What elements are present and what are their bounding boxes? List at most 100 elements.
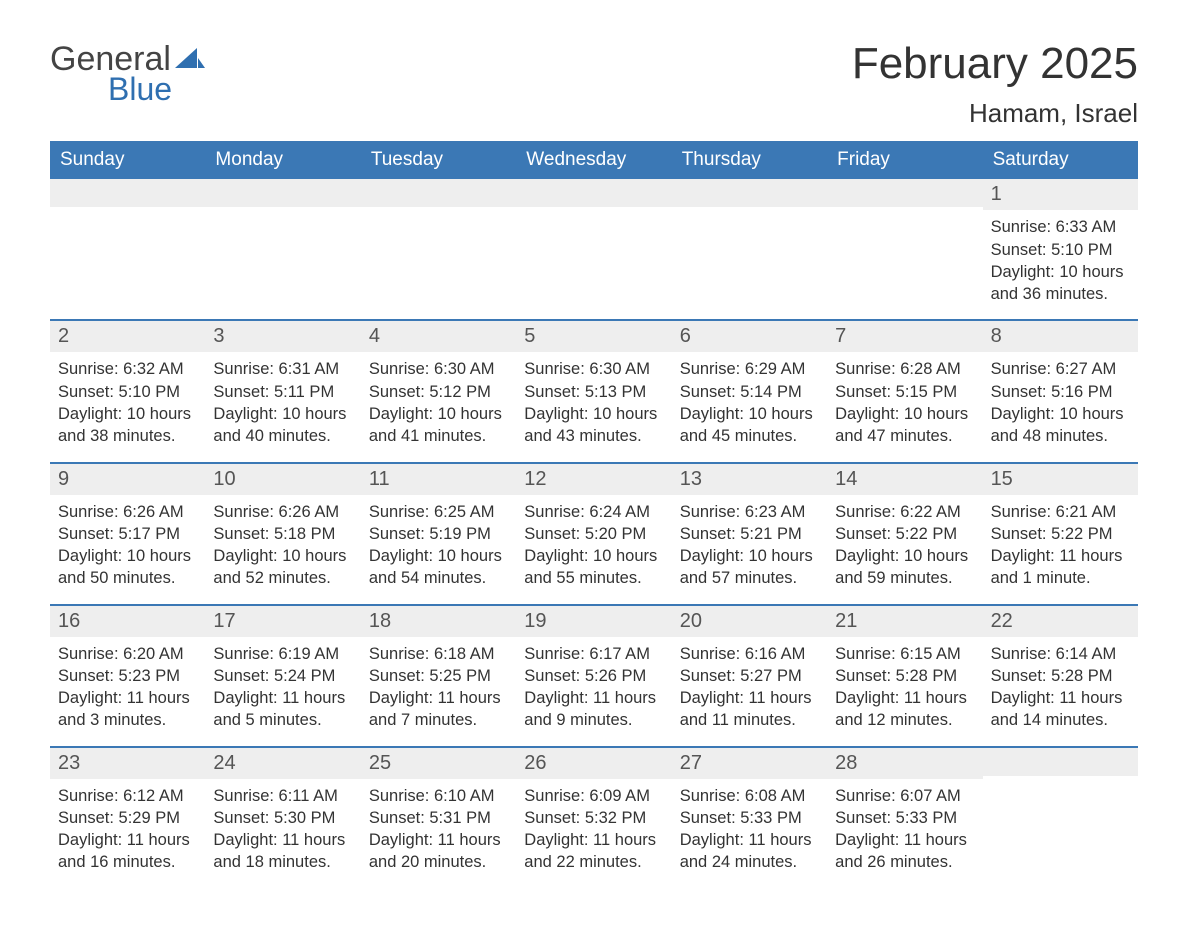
day-cell: 2Sunrise: 6:32 AMSunset: 5:10 PMDaylight… [50,321,205,461]
daylight-line: Daylight: 11 hours and 5 minutes. [213,687,352,732]
day-number [205,179,360,207]
day-number: 16 [50,606,205,637]
sunrise-line: Sunrise: 6:23 AM [680,501,819,523]
daylight-line: Daylight: 10 hours and 50 minutes. [58,545,197,590]
day-cell: 25Sunrise: 6:10 AMSunset: 5:31 PMDayligh… [361,748,516,888]
sunrise-line: Sunrise: 6:26 AM [58,501,197,523]
day-cell: 4Sunrise: 6:30 AMSunset: 5:12 PMDaylight… [361,321,516,461]
daylight-line: Daylight: 10 hours and 48 minutes. [991,403,1130,448]
day-details: Sunrise: 6:33 AMSunset: 5:10 PMDaylight:… [983,210,1138,319]
day-number: 21 [827,606,982,637]
day-cell: 7Sunrise: 6:28 AMSunset: 5:15 PMDaylight… [827,321,982,461]
sunset-line: Sunset: 5:25 PM [369,665,508,687]
day-cell: 27Sunrise: 6:08 AMSunset: 5:33 PMDayligh… [672,748,827,888]
sunrise-line: Sunrise: 6:30 AM [524,358,663,380]
sunrise-line: Sunrise: 6:08 AM [680,785,819,807]
sunset-line: Sunset: 5:28 PM [835,665,974,687]
day-cell: 22Sunrise: 6:14 AMSunset: 5:28 PMDayligh… [983,606,1138,746]
day-cell-empty [827,179,982,319]
daylight-line: Daylight: 10 hours and 59 minutes. [835,545,974,590]
week-row: 9Sunrise: 6:26 AMSunset: 5:17 PMDaylight… [50,462,1138,604]
sunrise-line: Sunrise: 6:12 AM [58,785,197,807]
sunrise-line: Sunrise: 6:07 AM [835,785,974,807]
day-cell: 21Sunrise: 6:15 AMSunset: 5:28 PMDayligh… [827,606,982,746]
day-cell-empty [983,748,1138,888]
sunrise-line: Sunrise: 6:31 AM [213,358,352,380]
daylight-line: Daylight: 10 hours and 57 minutes. [680,545,819,590]
daylight-line: Daylight: 11 hours and 9 minutes. [524,687,663,732]
day-details: Sunrise: 6:14 AMSunset: 5:28 PMDaylight:… [983,637,1138,746]
day-details: Sunrise: 6:24 AMSunset: 5:20 PMDaylight:… [516,495,671,604]
sunset-line: Sunset: 5:18 PM [213,523,352,545]
day-number [361,179,516,207]
daylight-line: Daylight: 11 hours and 7 minutes. [369,687,508,732]
day-number: 18 [361,606,516,637]
day-details: Sunrise: 6:30 AMSunset: 5:12 PMDaylight:… [361,352,516,461]
weekday-header: Monday [205,141,360,179]
day-details: Sunrise: 6:22 AMSunset: 5:22 PMDaylight:… [827,495,982,604]
day-details: Sunrise: 6:26 AMSunset: 5:17 PMDaylight:… [50,495,205,604]
day-cell-empty [516,179,671,319]
location-label: Hamam, Israel [852,98,1138,129]
daylight-line: Daylight: 11 hours and 12 minutes. [835,687,974,732]
brand-logo: General Blue [50,40,205,108]
sunrise-line: Sunrise: 6:26 AM [213,501,352,523]
sunset-line: Sunset: 5:23 PM [58,665,197,687]
weekday-header: Friday [827,141,982,179]
sunrise-line: Sunrise: 6:22 AM [835,501,974,523]
weekday-header: Tuesday [361,141,516,179]
sunrise-line: Sunrise: 6:24 AM [524,501,663,523]
sail-icon [175,46,205,75]
day-number: 13 [672,464,827,495]
day-number: 5 [516,321,671,352]
day-number: 1 [983,179,1138,210]
daylight-line: Daylight: 10 hours and 54 minutes. [369,545,508,590]
sunset-line: Sunset: 5:14 PM [680,381,819,403]
sunset-line: Sunset: 5:31 PM [369,807,508,829]
day-details: Sunrise: 6:25 AMSunset: 5:19 PMDaylight:… [361,495,516,604]
daylight-line: Daylight: 10 hours and 38 minutes. [58,403,197,448]
sunrise-line: Sunrise: 6:11 AM [213,785,352,807]
day-details: Sunrise: 6:27 AMSunset: 5:16 PMDaylight:… [983,352,1138,461]
page-header: General Blue February 2025 Hamam, Israel [50,40,1138,129]
day-details: Sunrise: 6:17 AMSunset: 5:26 PMDaylight:… [516,637,671,746]
day-number [516,179,671,207]
week-row: 16 Sunrise: 6:20 AMSunset: 5:23 PM Dayligh… [50,604,1138,746]
day-details: Sunrise: 6:08 AMSunset: 5:33 PMDaylight:… [672,779,827,888]
sunset-line: Sunset: 5:24 PM [213,665,352,687]
sunrise-line: Sunrise: 6:20 AM [58,643,197,665]
daylight-line: Daylight: 11 hours and 1 minute. [991,545,1130,590]
sunrise-line: Sunrise: 6:18 AM [369,643,508,665]
daylight-line: Daylight: 10 hours and 41 minutes. [369,403,508,448]
week-row: 2Sunrise: 6:32 AMSunset: 5:10 PMDaylight… [50,319,1138,461]
day-details: Sunrise: 6:18 AMSunset: 5:25 PMDaylight:… [361,637,516,746]
day-number: 24 [205,748,360,779]
day-number [983,748,1138,776]
title-block: February 2025 Hamam, Israel [852,40,1138,129]
day-details: Sunrise: 6:28 AMSunset: 5:15 PMDaylight:… [827,352,982,461]
daylight-line: Daylight: 10 hours and 43 minutes. [524,403,663,448]
day-number: 6 [672,321,827,352]
day-number: 4 [361,321,516,352]
daylight-line: Daylight: 10 hours and 36 minutes. [991,261,1130,306]
day-details: Sunrise: 6:11 AMSunset: 5:30 PMDaylight:… [205,779,360,888]
daylight-line: Daylight: 11 hours and 26 minutes. [835,829,974,874]
sunset-line: Sunset: 5:13 PM [524,381,663,403]
day-details: Sunrise: 6:31 AMSunset: 5:11 PMDaylight:… [205,352,360,461]
day-number: 26 [516,748,671,779]
daylight-line: Daylight: 11 hours and 18 minutes. [213,829,352,874]
sunrise-line: Sunrise: 6:28 AM [835,358,974,380]
sunrise-line: Sunrise: 6:16 AM [680,643,819,665]
sunset-line: Sunset: 5:27 PM [680,665,819,687]
sunrise-line: Sunrise: 6:30 AM [369,358,508,380]
daylight-line: Daylight: 10 hours and 55 minutes. [524,545,663,590]
sunset-line: Sunset: 5:33 PM [680,807,819,829]
weekday-header: Thursday [672,141,827,179]
day-cell: 24Sunrise: 6:11 AMSunset: 5:30 PMDayligh… [205,748,360,888]
sunset-line: Sunset: 5:30 PM [213,807,352,829]
day-number: 14 [827,464,982,495]
day-cell: 17Sunrise: 6:19 AMSunset: 5:24 PMDayligh… [205,606,360,746]
sunset-line: Sunset: 5:11 PM [213,381,352,403]
sunset-line: Sunset: 5:22 PM [835,523,974,545]
daylight-line: Daylight: 11 hours and 20 minutes. [369,829,508,874]
